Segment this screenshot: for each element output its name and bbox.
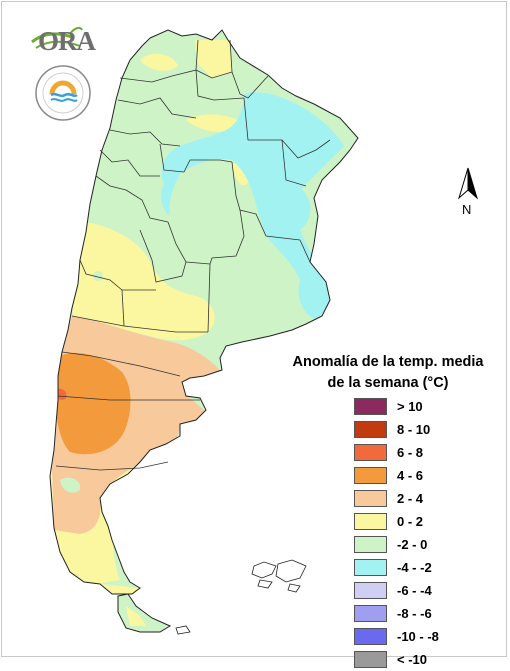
- ora-logo-text: ORA: [38, 26, 96, 56]
- legend-item: -2 - 0: [354, 533, 439, 556]
- legend-label: -10 - -8: [397, 629, 439, 644]
- ora-logo: ORA: [30, 24, 100, 60]
- legend-label: -4 - -2: [397, 560, 432, 575]
- legend-label: 0 - 2: [397, 514, 424, 529]
- legend-item: 4 - 6: [354, 464, 439, 487]
- north-arrow-icon: [458, 167, 478, 200]
- legend-item: 8 - 10: [354, 418, 439, 441]
- legend-label: > 10: [397, 399, 423, 414]
- legend-item: -4 - -2: [354, 556, 439, 579]
- legend-title-line-2: de la semana (°C): [327, 375, 449, 391]
- legend-swatch: [354, 628, 387, 645]
- tierra-del-fuego: [117, 593, 191, 635]
- legend-item: 2 - 4: [354, 487, 439, 510]
- legend-swatch: [354, 421, 387, 438]
- legend-swatch: [354, 559, 387, 576]
- legend-swatch: [354, 398, 387, 415]
- legend: > 10 8 - 10 6 - 8 4 - 6 2 - 4 0 - 2 -2 - 0 -4 -…: [354, 395, 439, 671]
- legend-item: 6 - 8: [354, 441, 439, 464]
- legend-label: -8 - -6: [397, 606, 432, 621]
- legend-label: 6 - 8: [397, 445, 424, 460]
- legend-item: -6 - -4: [354, 579, 439, 602]
- legend-label: -2 - 0: [397, 537, 428, 552]
- legend-swatch: [354, 444, 387, 461]
- smn-seal: [34, 64, 92, 122]
- legend-item: 0 - 2: [354, 510, 439, 533]
- image-frame: [1, 1, 507, 657]
- legend-title: Anomalía de la temp. media de la semana …: [278, 352, 498, 394]
- legend-title-line-1: Anomalía de la temp. media: [292, 354, 484, 370]
- legend-label: 8 - 10: [397, 422, 431, 437]
- north-arrow: N: [455, 166, 481, 220]
- north-arrow-label: N: [462, 202, 472, 217]
- legend-swatch: [354, 490, 387, 507]
- legend-item: > 10: [354, 395, 439, 418]
- legend-swatch: [354, 605, 387, 622]
- legend-swatch: [354, 467, 387, 484]
- legend-item: -10 - -8: [354, 625, 439, 648]
- legend-swatch: [354, 536, 387, 553]
- legend-label: 4 - 6: [397, 468, 424, 483]
- malvinas-islands: [251, 559, 307, 593]
- legend-label: 2 - 4: [397, 491, 424, 506]
- legend-swatch: [354, 582, 387, 599]
- legend-label: -6 - -4: [397, 583, 432, 598]
- province-borders: [55, 39, 331, 471]
- legend-item: -8 - -6: [354, 602, 439, 625]
- legend-swatch: [354, 513, 387, 530]
